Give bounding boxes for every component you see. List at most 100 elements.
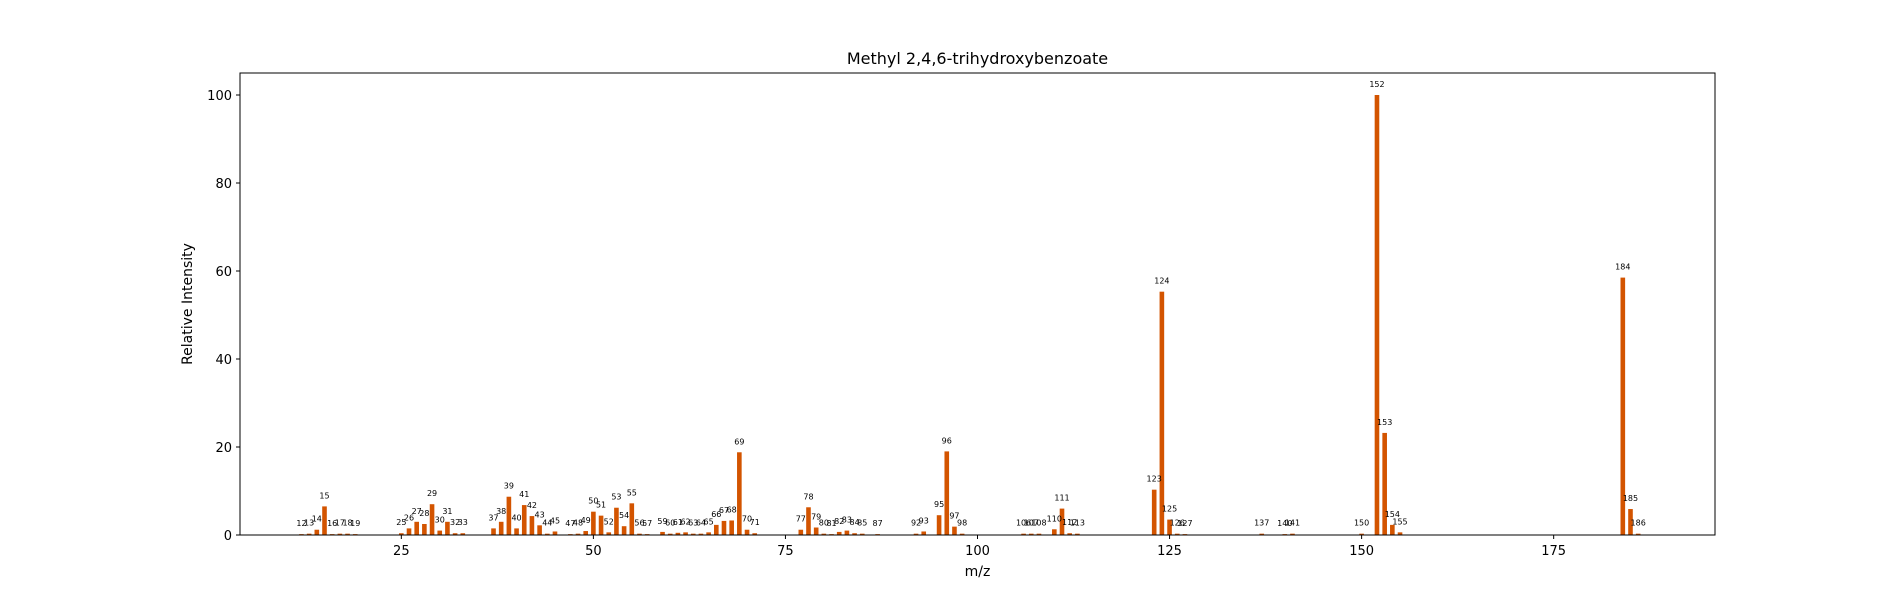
bar-label-mz-56: 56 [634,519,644,528]
bar-mz-37 [491,528,496,535]
bar-mz-28 [422,524,427,535]
bar-label-mz-71: 71 [750,518,760,527]
bar-label-mz-53: 53 [611,493,621,502]
bar-label-mz-81: 81 [826,519,836,528]
bar-mz-17 [337,533,343,535]
bar-mz-93 [921,531,927,535]
bar-mz-39 [506,496,512,535]
bar-label-mz-17: 17 [335,519,345,528]
bar-label-mz-110: 110 [1047,514,1062,523]
bar-mz-59 [660,531,665,535]
bar-mz-110 [1052,529,1057,535]
bar-mz-44 [544,533,550,535]
x-tick-label: 25 [393,544,410,559]
bar-label-mz-69: 69 [734,437,744,446]
x-axis-ticks: 25 50 75 100 125 150 175 [393,535,1566,559]
bar-label-mz-93: 93 [919,516,929,525]
bar-label-mz-31: 31 [442,507,452,516]
bar-label-mz-186: 186 [1631,519,1646,528]
bar-label-mz-107: 107 [1024,519,1039,528]
bar-label-mz-32: 32 [450,518,460,527]
y-tick-label: 60 [215,265,232,280]
bar-mz-84 [852,533,857,535]
bar-label-mz-54: 54 [619,511,629,520]
bar-label-mz-41: 41 [519,490,529,499]
bar-mz-82 [836,531,842,535]
bar-mz-56 [637,533,642,535]
bar-label-mz-66: 66 [711,510,721,519]
bar-mz-97 [952,526,957,535]
bar-label-mz-49: 49 [581,516,591,525]
bar-mz-85 [859,533,865,535]
bar-mz-31 [445,521,450,535]
bar-label-mz-67: 67 [719,506,729,515]
bar-label-mz-39: 39 [504,482,514,491]
bar-mz-45 [552,531,558,535]
bar-label-mz-26: 26 [404,513,414,522]
bar-mz-186 [1635,533,1641,535]
bar-mz-40 [514,528,519,535]
bar-mz-38 [498,521,504,535]
bar-mz-185 [1628,509,1633,535]
bar-mz-64 [698,533,704,535]
bar-label-mz-78: 78 [803,492,813,501]
y-tick-label: 40 [215,353,232,368]
bars-group [299,95,1641,535]
bar-label-mz-51: 51 [596,501,606,510]
bar-mz-184 [1620,277,1626,535]
bar-label-mz-55: 55 [627,488,637,497]
bar-label-mz-126: 126 [1170,519,1185,528]
x-tick-label: 50 [585,544,602,559]
bar-label-mz-25: 25 [396,518,406,527]
bar-label-mz-13: 13 [304,519,314,528]
bar-label-mz-30: 30 [435,516,445,525]
bar-label-mz-40: 40 [511,513,521,522]
bar-mz-50 [591,511,596,535]
bar-mz-30 [437,530,443,535]
bar-label-mz-42: 42 [527,501,537,510]
bar-label-mz-27: 27 [412,507,422,516]
x-tick-label: 75 [777,544,794,559]
bar-label-mz-16: 16 [327,519,337,528]
bar-mz-112 [1067,533,1072,535]
x-tick-label: 125 [1157,544,1182,559]
bar-label-mz-44: 44 [542,519,552,528]
bar-mz-63 [690,533,696,535]
bar-label-mz-124: 124 [1154,277,1169,286]
bar-mz-106 [1021,533,1026,535]
bar-label-mz-65: 65 [704,517,714,526]
bar-mz-14 [314,529,320,535]
bar-label-mz-95: 95 [934,500,944,509]
bar-mz-69 [737,452,742,535]
bar-label-mz-50: 50 [588,497,598,506]
bar-label-mz-28: 28 [419,509,429,518]
bar-label-mz-82: 82 [834,517,844,526]
bar-mz-125 [1167,519,1172,535]
bar-mz-54 [621,526,627,535]
bar-label-mz-98: 98 [957,519,967,528]
bar-label-mz-97: 97 [949,512,959,521]
bar-mz-43 [537,525,542,535]
chart-title: Methyl 2,4,6-trihydroxybenzoate [847,49,1108,68]
bar-mz-60 [667,533,673,535]
bar-label-mz-87: 87 [873,519,883,528]
bar-mz-98 [959,533,965,535]
bar-mz-124 [1159,291,1165,535]
bar-label-mz-37: 37 [488,513,498,522]
bar-label-mz-125: 125 [1162,505,1177,514]
bar-mz-67 [721,520,727,535]
bar-mz-126 [1174,533,1180,535]
bar-mz-153 [1382,432,1387,535]
bar-label-mz-96: 96 [942,436,952,445]
bar-mz-68 [729,520,734,535]
y-axis-label: Relative Intensity [180,243,196,365]
y-tick-label: 100 [207,89,232,104]
bar-mz-62 [683,532,688,535]
bar-mz-92 [913,533,919,535]
bar-label-mz-184: 184 [1615,263,1630,272]
bar-mz-18 [345,533,350,535]
y-tick-label: 80 [215,177,232,192]
bar-mz-137 [1259,533,1265,535]
